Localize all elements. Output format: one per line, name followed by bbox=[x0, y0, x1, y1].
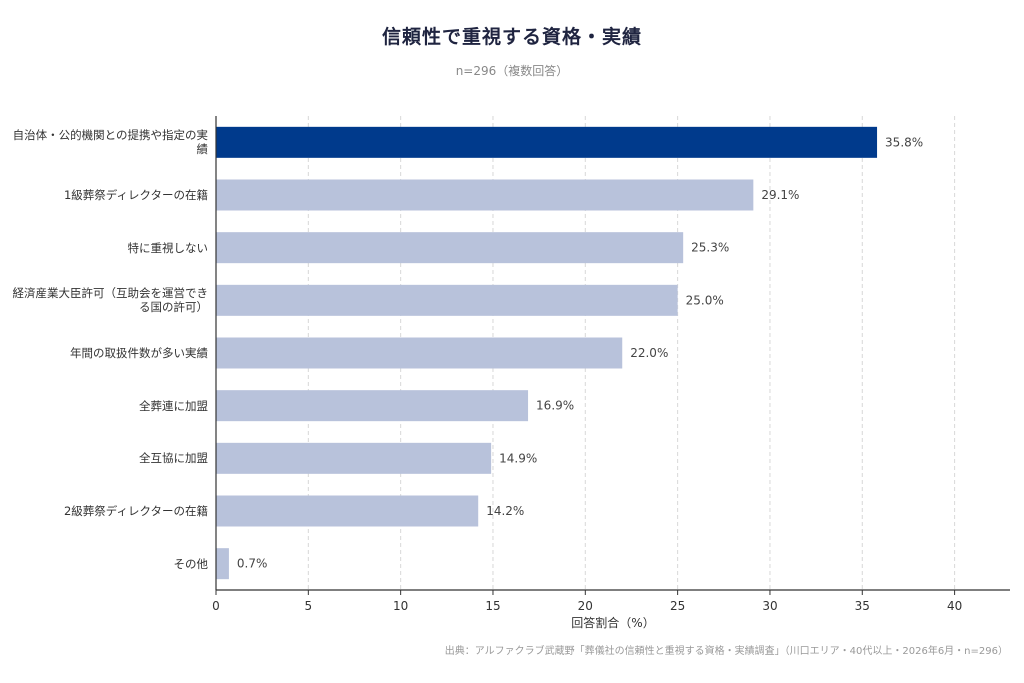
category-label: 全葬連に加盟 bbox=[4, 390, 208, 422]
category-label-text: 全葬連に加盟 bbox=[139, 398, 208, 413]
category-label: 1級葬祭ディレクターの在籍 bbox=[4, 179, 208, 211]
bar bbox=[216, 442, 492, 474]
bar-value-label: 22.0% bbox=[630, 346, 668, 360]
category-label-text: 経済産業大臣許可（互助会を運営できる国の許可） bbox=[12, 286, 209, 315]
category-label: 2級葬祭ディレクターの在籍 bbox=[4, 495, 208, 527]
category-label: 自治体・公的機関との提携や指定の実績 bbox=[4, 126, 208, 158]
category-label: その他 bbox=[4, 548, 209, 580]
x-axis-label: 回答割合（%） bbox=[571, 616, 655, 630]
x-tick-label: 5 bbox=[305, 599, 313, 613]
chart-title: 信頼性で重視する資格・実績 bbox=[381, 26, 642, 48]
bar bbox=[216, 232, 684, 264]
bar-value-label: 25.3% bbox=[691, 241, 729, 255]
source-note: 出典：アルファクラブ武蔵野「葬儀社の信頼性と重視する資格・実績調査」（川口エリア… bbox=[444, 646, 1008, 657]
bar bbox=[216, 548, 229, 580]
bar-value-label: 0.7% bbox=[237, 557, 268, 571]
chart-subtitle: n=296（複数回答） bbox=[455, 64, 569, 78]
x-tick-label: 30 bbox=[762, 599, 777, 613]
bar-value-label: 35.8% bbox=[885, 135, 923, 149]
x-tick-label: 0 bbox=[212, 599, 220, 613]
x-tick-label: 40 bbox=[947, 599, 962, 613]
x-tick-label: 10 bbox=[393, 599, 408, 613]
bar-value-label: 29.1% bbox=[761, 188, 799, 202]
bar-value-label: 16.9% bbox=[536, 399, 574, 413]
x-tick-label: 35 bbox=[855, 599, 870, 613]
category-label-text: その他 bbox=[173, 556, 209, 571]
bar bbox=[216, 284, 678, 316]
category-label-text: 自治体・公的機関との提携や指定の実績 bbox=[12, 128, 208, 157]
bar bbox=[216, 126, 878, 158]
category-label-text: 特に重視しない bbox=[127, 240, 209, 255]
x-tick-label: 15 bbox=[485, 599, 500, 613]
category-label-text: 全互協に加盟 bbox=[139, 451, 208, 466]
bar bbox=[216, 337, 623, 369]
category-label: 年間の取扱件数が多い実績 bbox=[4, 337, 208, 369]
bar bbox=[216, 390, 529, 422]
x-tick-label: 20 bbox=[578, 599, 593, 613]
category-label-text: 2級葬祭ディレクターの在籍 bbox=[63, 504, 208, 518]
category-label: 特に重視しない bbox=[4, 232, 209, 264]
bar bbox=[216, 179, 754, 211]
bar-value-label: 14.9% bbox=[499, 451, 537, 465]
category-label: 全互協に加盟 bbox=[4, 442, 208, 474]
bar bbox=[216, 495, 479, 527]
bar-value-label: 25.0% bbox=[686, 293, 724, 307]
category-label-text: 年間の取扱件数が多い実績 bbox=[70, 346, 208, 360]
bar-value-label: 14.2% bbox=[486, 504, 524, 518]
x-tick-label: 25 bbox=[670, 599, 685, 613]
category-label: 経済産業大臣許可（互助会を運営できる国の許可） bbox=[4, 284, 209, 316]
category-label-text: 1級葬祭ディレクターの在籍 bbox=[63, 188, 208, 202]
